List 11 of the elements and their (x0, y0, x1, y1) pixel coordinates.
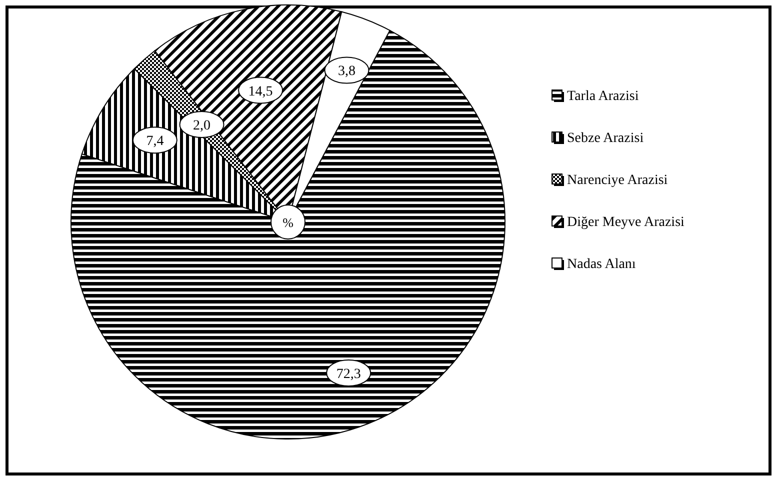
data-label: 7,4 (146, 134, 164, 150)
legend-label: Nadas Alanı (567, 257, 636, 272)
text: % (282, 215, 294, 230)
data-label: 2,0 (193, 118, 211, 134)
data-label: 3,8 (338, 64, 356, 80)
data-label: 72,3 (336, 367, 361, 382)
legend-label: Diğer Meyve Arazisi (567, 215, 685, 230)
legend-label: Sebze Arazisi (567, 131, 644, 146)
legend-label: Narenciye Arazisi (567, 173, 668, 188)
data-label: 14,5 (248, 84, 273, 100)
legend-label: Tarla Arazisi (567, 89, 639, 104)
